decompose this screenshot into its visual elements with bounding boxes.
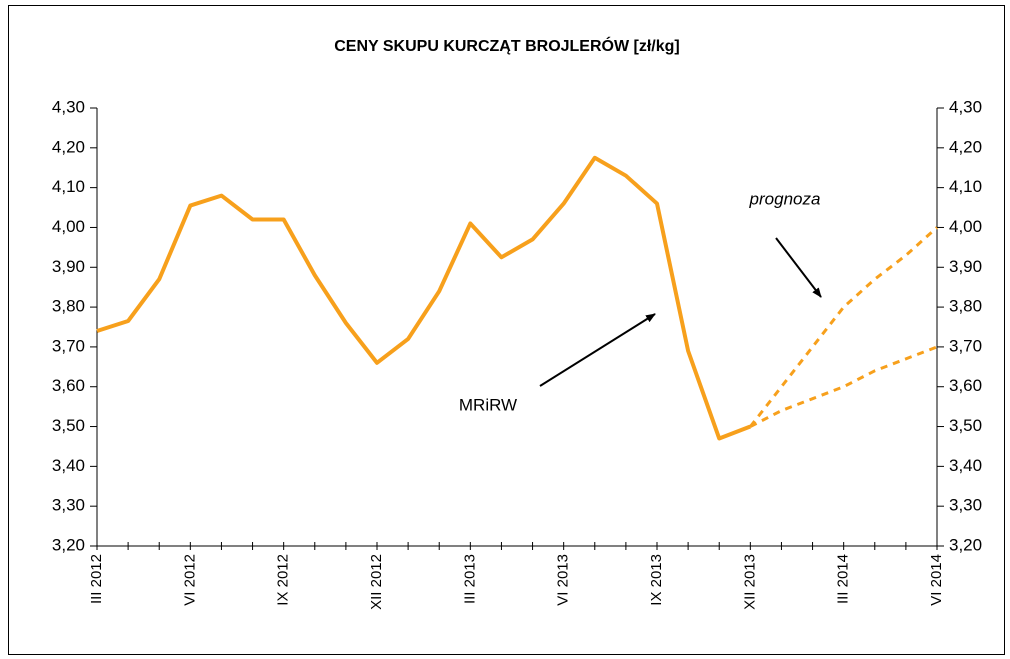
y-tick-label: 4,00 xyxy=(52,217,85,236)
annotation: MRiRW xyxy=(459,395,517,414)
x-tick-label: III 2014 xyxy=(835,554,852,604)
x-tick-label: III 2012 xyxy=(88,554,105,604)
y-tick-label: 3,80 xyxy=(52,297,85,316)
annotation-arrow xyxy=(539,313,656,387)
y-tick-label: 3,70 xyxy=(52,336,85,355)
y2-tick-label: 3,70 xyxy=(949,336,982,355)
x-tick-label: III 2013 xyxy=(461,554,478,604)
x-tick-label: IX 2012 xyxy=(275,554,292,606)
x-tick-label: VI 2012 xyxy=(181,554,198,606)
y2-tick-label: 3,20 xyxy=(949,535,982,554)
x-tick-label: IX 2013 xyxy=(648,554,665,606)
y2-tick-label: 3,30 xyxy=(949,496,982,515)
annotation-arrow xyxy=(775,237,822,298)
y2-tick-label: 3,80 xyxy=(949,297,982,316)
y-tick-label: 4,10 xyxy=(52,177,85,196)
series-line xyxy=(96,155,752,441)
y-tick-label: 3,90 xyxy=(52,257,85,276)
y2-tick-label: 4,10 xyxy=(949,177,982,196)
y-tick-label: 4,20 xyxy=(52,137,85,156)
x-tick-label: VI 2013 xyxy=(555,554,572,606)
series-line xyxy=(749,345,938,428)
y2-tick-label: 3,40 xyxy=(949,456,982,475)
y-tick-label: 3,60 xyxy=(52,376,85,395)
chart-frame xyxy=(8,5,1005,655)
y-tick-label: 3,40 xyxy=(52,456,85,475)
y2-tick-label: 3,50 xyxy=(949,416,982,435)
x-tick-label: XII 2012 xyxy=(368,554,385,610)
y-tick-label: 3,30 xyxy=(52,496,85,515)
y-tick-label: 3,20 xyxy=(52,535,85,554)
y2-tick-label: 4,20 xyxy=(949,137,982,156)
y2-tick-label: 4,30 xyxy=(949,97,982,116)
y-tick-label: 4,30 xyxy=(52,97,85,116)
y2-tick-label: 3,90 xyxy=(949,257,982,276)
x-tick-label: VI 2014 xyxy=(928,554,945,606)
annotation: prognoza xyxy=(749,189,821,208)
y2-tick-label: 4,00 xyxy=(949,217,982,236)
y2-tick-label: 3,60 xyxy=(949,376,982,395)
chart-title: CENY SKUPU KURCZĄT BROJLERÓW [zł/kg] xyxy=(334,36,680,55)
y-tick-label: 3,50 xyxy=(52,416,85,435)
x-tick-label: XII 2013 xyxy=(741,554,758,610)
